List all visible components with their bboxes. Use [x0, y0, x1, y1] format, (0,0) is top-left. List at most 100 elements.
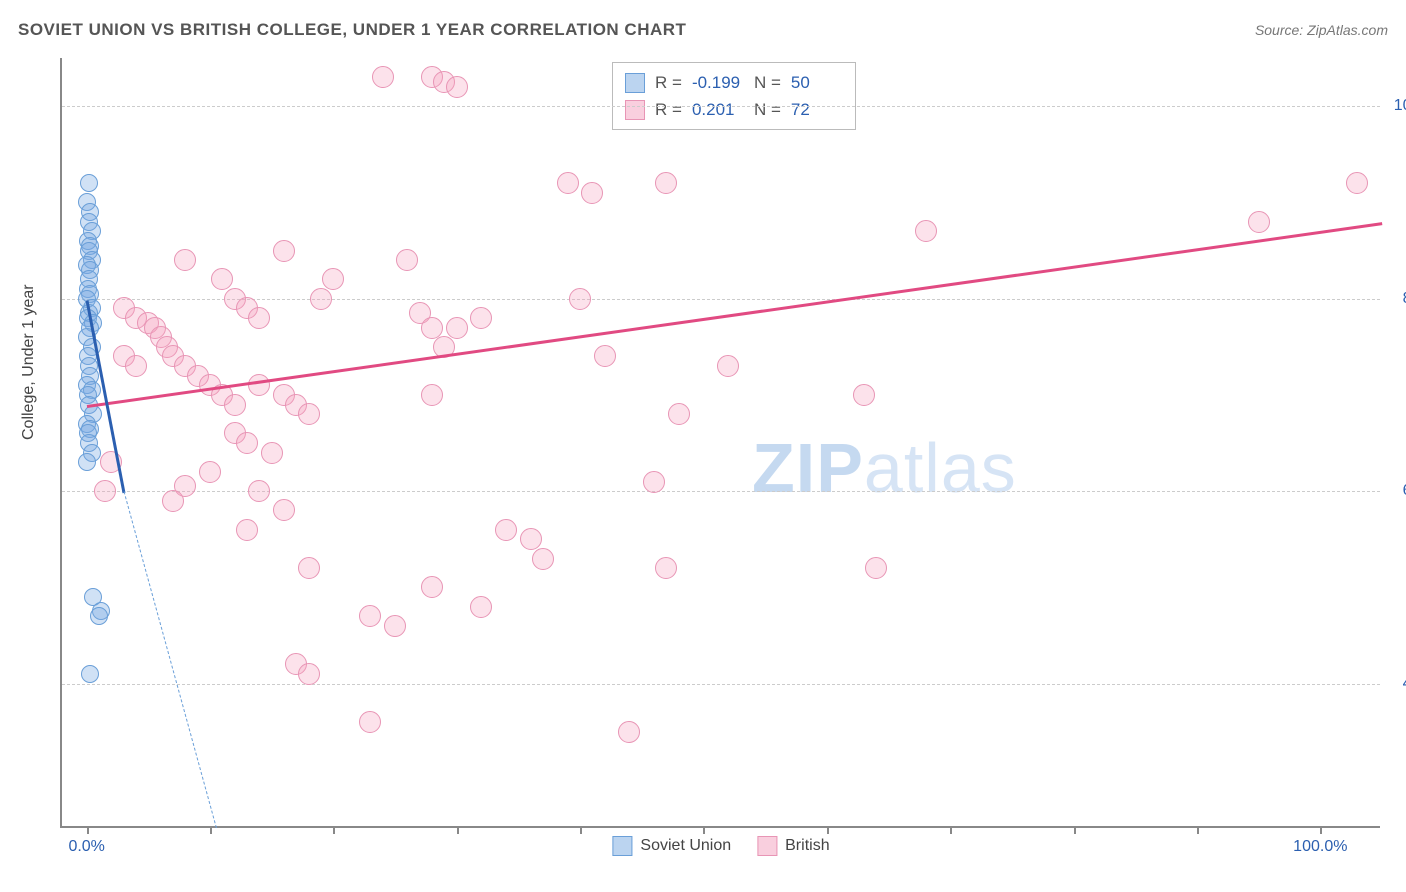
r-value-blue: -0.199: [692, 69, 744, 96]
legend-row-soviet: R = -0.199 N = 50: [625, 69, 843, 96]
x-tick: [580, 826, 582, 834]
swatch-blue-icon: [612, 836, 632, 856]
scatter-point: [90, 607, 108, 625]
watermark-light: atlas: [864, 429, 1017, 507]
x-tick: [210, 826, 212, 834]
scatter-point: [359, 711, 381, 733]
scatter-point: [273, 240, 295, 262]
scatter-point: [446, 76, 468, 98]
scatter-point: [199, 461, 221, 483]
correlation-legend: R = -0.199 N = 50 R = 0.201 N = 72: [612, 62, 856, 130]
x-tick-label: 100.0%: [1293, 838, 1347, 856]
scatter-point: [94, 480, 116, 502]
scatter-point: [532, 548, 554, 570]
r-label: R =: [655, 69, 682, 96]
scatter-point: [865, 557, 887, 579]
chart-title: SOVIET UNION VS BRITISH COLLEGE, UNDER 1…: [18, 20, 686, 40]
scatter-point: [298, 663, 320, 685]
trend-line: [123, 491, 216, 828]
y-axis-label: College, Under 1 year: [20, 284, 38, 440]
swatch-pink: [625, 100, 645, 120]
scatter-point: [421, 317, 443, 339]
scatter-point: [273, 499, 295, 521]
scatter-point: [359, 605, 381, 627]
scatter-point: [643, 471, 665, 493]
scatter-point: [1346, 172, 1368, 194]
y-tick-label: 100.0%: [1388, 97, 1406, 115]
series-legend: Soviet Union British: [612, 836, 829, 856]
scatter-point: [470, 307, 492, 329]
scatter-point: [248, 480, 270, 502]
scatter-point: [717, 355, 739, 377]
scatter-point: [421, 576, 443, 598]
scatter-point: [384, 615, 406, 637]
x-tick: [333, 826, 335, 834]
scatter-point: [310, 288, 332, 310]
scatter-plot-area: ZIPatlas R = -0.199 N = 50 R = 0.201 N =…: [60, 58, 1380, 828]
scatter-point: [211, 268, 233, 290]
legend-item-british: British: [757, 836, 829, 856]
n-value-pink: 72: [791, 96, 843, 123]
x-tick: [950, 826, 952, 834]
r-label: R =: [655, 96, 682, 123]
scatter-point: [298, 557, 320, 579]
scatter-point: [569, 288, 591, 310]
scatter-point: [81, 665, 99, 683]
legend-row-british: R = 0.201 N = 72: [625, 96, 843, 123]
x-tick: [1197, 826, 1199, 834]
gridline: [62, 299, 1380, 300]
legend-item-soviet: Soviet Union: [612, 836, 731, 856]
scatter-point: [372, 66, 394, 88]
scatter-point: [853, 384, 875, 406]
y-tick-label: 40.0%: [1388, 675, 1406, 693]
n-value-blue: 50: [791, 69, 843, 96]
source-link[interactable]: ZipAtlas.com: [1307, 22, 1388, 38]
scatter-point: [520, 528, 542, 550]
legend-label-soviet: Soviet Union: [640, 837, 731, 855]
scatter-point: [224, 394, 246, 416]
r-value-pink: 0.201: [692, 96, 744, 123]
scatter-point: [915, 220, 937, 242]
scatter-point: [655, 557, 677, 579]
scatter-point: [446, 317, 468, 339]
x-tick: [703, 826, 705, 834]
source-attribution: Source: ZipAtlas.com: [1255, 22, 1388, 38]
scatter-point: [248, 307, 270, 329]
scatter-point: [162, 490, 184, 512]
scatter-point: [396, 249, 418, 271]
n-label: N =: [754, 69, 781, 96]
scatter-point: [495, 519, 517, 541]
scatter-point: [557, 172, 579, 194]
gridline: [62, 684, 1380, 685]
scatter-point: [248, 374, 270, 396]
scatter-point: [298, 403, 320, 425]
watermark-bold: ZIP: [752, 429, 864, 507]
x-tick: [457, 826, 459, 834]
swatch-pink-icon: [757, 836, 777, 856]
x-tick: [1074, 826, 1076, 834]
x-tick: [827, 826, 829, 834]
scatter-point: [322, 268, 344, 290]
watermark: ZIPatlas: [752, 428, 1017, 508]
scatter-point: [594, 345, 616, 367]
x-tick: [87, 826, 89, 834]
y-tick-label: 80.0%: [1388, 290, 1406, 308]
scatter-point: [125, 355, 147, 377]
scatter-point: [236, 519, 258, 541]
scatter-point: [78, 453, 96, 471]
scatter-point: [174, 249, 196, 271]
y-tick-label: 60.0%: [1388, 482, 1406, 500]
legend-label-british: British: [785, 837, 829, 855]
scatter-point: [261, 442, 283, 464]
x-tick: [1320, 826, 1322, 834]
swatch-blue: [625, 73, 645, 93]
scatter-point: [421, 384, 443, 406]
scatter-point: [80, 174, 98, 192]
n-label: N =: [754, 96, 781, 123]
x-tick-label: 0.0%: [68, 838, 104, 856]
scatter-point: [470, 596, 492, 618]
source-prefix: Source:: [1255, 22, 1307, 38]
scatter-point: [618, 721, 640, 743]
scatter-point: [668, 403, 690, 425]
scatter-point: [581, 182, 603, 204]
